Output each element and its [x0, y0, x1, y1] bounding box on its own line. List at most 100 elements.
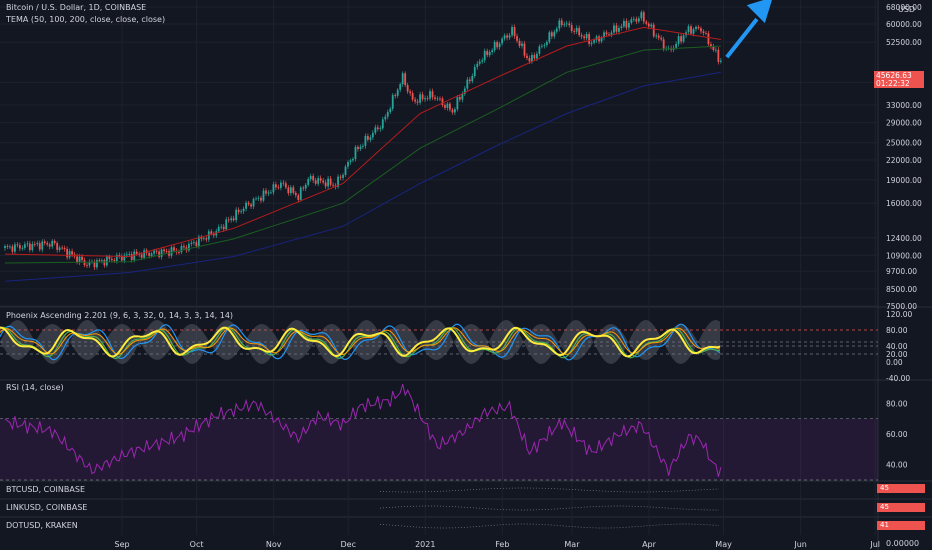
candle-body [456, 97, 459, 110]
candle-body [642, 12, 645, 22]
compare-badge-link-value: 45 [880, 503, 889, 511]
candle-body [710, 44, 712, 47]
y-tick-label: 25000.00 [886, 139, 922, 148]
candle-body [680, 36, 682, 42]
candle-body [461, 93, 464, 100]
candle-body [528, 58, 531, 62]
candle-body [212, 233, 215, 236]
candle-body [230, 218, 233, 221]
candle-body [712, 46, 715, 51]
candle-body [508, 35, 511, 38]
candle-body [623, 21, 625, 27]
candle-body [245, 202, 247, 209]
candle-body [421, 94, 424, 100]
candle-body [105, 256, 108, 266]
candle-body [550, 32, 553, 37]
y-tick-label: 19000.00 [886, 176, 922, 185]
candle-body [362, 146, 364, 147]
candle-body [424, 98, 426, 100]
candle-body [51, 240, 54, 247]
phoenix-y-tick: 20.00 [886, 350, 908, 359]
candle-body [277, 187, 280, 189]
x-tick-label: Dec [340, 540, 355, 549]
candle-body [257, 197, 260, 199]
candle-body [600, 37, 603, 42]
candle-body [78, 256, 81, 263]
candle-body [652, 24, 655, 37]
candle-body [155, 250, 158, 252]
candle-body [565, 23, 568, 25]
candle-body [26, 243, 29, 245]
candle-body [314, 180, 317, 184]
candle-body [197, 236, 200, 247]
candle-body [96, 260, 98, 268]
candle-body [458, 97, 461, 100]
candle-body [61, 247, 64, 249]
currency-label: USD [898, 5, 916, 14]
candle-body [115, 255, 118, 261]
candle-body [409, 91, 412, 94]
candle-body [48, 244, 51, 247]
candle-body [493, 42, 496, 51]
candle-body [578, 27, 581, 36]
trend-arrow-shaft [725, 17, 759, 59]
candle-body [705, 33, 707, 34]
candle-body [36, 243, 39, 245]
rsi-y-tick: 60.00 [886, 430, 908, 439]
candle-body [585, 33, 588, 39]
candle-body [138, 254, 141, 255]
candle-body [434, 97, 436, 99]
candle-body [406, 85, 409, 92]
candle-body [28, 243, 31, 251]
candle-body [128, 254, 131, 255]
candle-body [453, 109, 456, 113]
candle-body [583, 36, 586, 39]
candle-body [451, 109, 454, 113]
candle-body [232, 218, 235, 221]
candle-body [158, 251, 160, 257]
candle-body [33, 243, 36, 245]
rsi-indicator-title: RSI (14, close) [6, 383, 64, 392]
candle-body [344, 166, 347, 175]
candle-body [23, 244, 26, 248]
candle-body [202, 238, 205, 240]
phoenix-indicator-title: Phoenix Ascending 2.201 (9, 6, 3, 32, 0,… [6, 311, 234, 320]
candle-body [366, 136, 369, 140]
candle-body [63, 247, 66, 249]
y-tick-label: 10900.00 [886, 251, 922, 260]
y-tick-label: 33000.00 [886, 101, 922, 110]
candle-body [625, 21, 628, 28]
candle-body [419, 94, 421, 103]
candle-body [21, 247, 24, 249]
compare-title-link: LINKUSD, COINBASE [6, 503, 88, 512]
compare-badge-btc-value: 45 [880, 484, 889, 492]
candle-body [473, 66, 476, 76]
candle-body [449, 103, 451, 110]
candle-body [81, 256, 83, 261]
candle-body [394, 95, 397, 96]
compare-trace [379, 487, 720, 493]
candle-body [16, 244, 19, 246]
x-tick-label: Jun [793, 540, 807, 549]
y-tick-label: 68000.00 [886, 3, 922, 12]
candle-body [376, 127, 379, 130]
bottom-axis-value: 0.00000 [886, 539, 920, 548]
candle-body [399, 84, 402, 90]
candle-body [46, 243, 49, 245]
candle-body [210, 231, 213, 234]
candle-body [662, 39, 665, 49]
x-tick-label: Mar [564, 540, 580, 549]
candle-body [130, 254, 133, 260]
candle-body [521, 43, 523, 46]
candle-body [675, 43, 678, 48]
candle-body [294, 192, 297, 196]
candle-body [143, 250, 146, 258]
candle-body [700, 28, 702, 32]
candle-body [135, 251, 138, 255]
candle-body [714, 49, 717, 51]
candle-body [352, 158, 354, 161]
candle-body [327, 178, 330, 187]
candle-body [250, 204, 252, 207]
